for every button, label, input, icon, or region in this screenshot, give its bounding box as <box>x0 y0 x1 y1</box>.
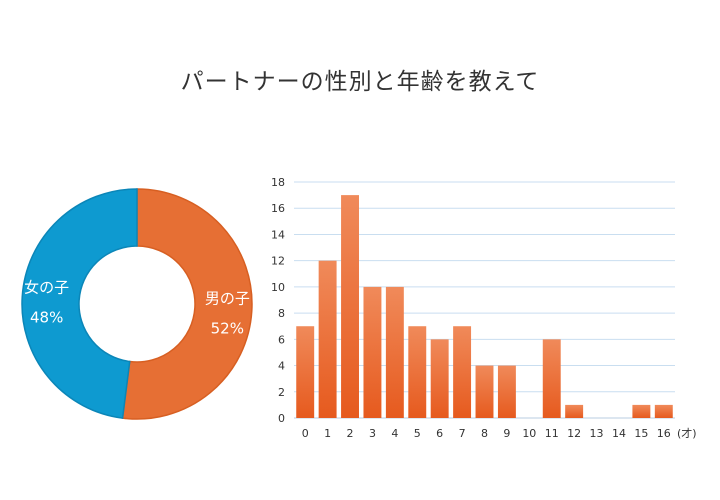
x-tick-label: 9 <box>503 427 510 440</box>
x-tick-label: 8 <box>481 427 488 440</box>
y-tick-label: 2 <box>278 386 285 399</box>
x-axis-unit-label: (才) <box>677 426 697 440</box>
y-tick-label: 4 <box>278 360 285 373</box>
x-tick-label: 5 <box>414 427 421 440</box>
bar-age-2 <box>341 195 359 418</box>
donut-slice-label: 男の子 <box>205 290 250 308</box>
x-tick-label: 3 <box>369 427 376 440</box>
y-tick-label: 6 <box>278 333 285 346</box>
y-tick-label: 12 <box>271 255 285 268</box>
donut-slice-label: 女の子 <box>24 278 69 296</box>
bar-age-11 <box>542 339 561 418</box>
y-tick-label: 18 <box>271 176 285 189</box>
bar-age-6 <box>430 339 449 418</box>
y-tick-label: 0 <box>278 412 285 425</box>
bar-age-8 <box>475 365 494 418</box>
bar-age-1 <box>318 260 337 418</box>
y-tick-label: 10 <box>271 281 285 294</box>
bar-age-12 <box>565 404 584 418</box>
y-tick-label: 8 <box>278 307 285 320</box>
x-tick-label: 6 <box>436 427 443 440</box>
x-tick-label: 15 <box>634 427 648 440</box>
bar-age-7 <box>453 326 472 418</box>
x-tick-label: 12 <box>567 427 581 440</box>
x-tick-label: 4 <box>391 427 398 440</box>
bar-age-0 <box>296 326 315 418</box>
donut-slice-female <box>21 188 138 419</box>
donut-chart: 男の子 52% 女の子 48% <box>21 188 253 420</box>
bar-age-5 <box>408 326 427 418</box>
page-title: パートナーの性別と年齢を教えて <box>180 69 540 95</box>
x-tick-label: 10 <box>522 427 536 440</box>
x-tick-label: 7 <box>459 427 466 440</box>
bar-age-3 <box>363 286 382 418</box>
x-tick-label: 2 <box>347 427 354 440</box>
y-tick-label: 14 <box>271 228 285 241</box>
x-tick-label: 11 <box>545 427 559 440</box>
donut-slice-percent: 48% <box>30 308 63 326</box>
bar-age-16 <box>654 404 673 418</box>
bar-age-15 <box>632 404 651 418</box>
x-tick-label: 14 <box>612 427 626 440</box>
donut-slice-percent: 52% <box>211 320 244 338</box>
bar-age-9 <box>497 365 516 418</box>
x-tick-label: 1 <box>324 427 331 440</box>
donut-slice-male <box>121 188 253 420</box>
x-tick-label: 16 <box>657 427 671 440</box>
y-tick-label: 16 <box>271 202 285 215</box>
bar-age-4 <box>385 286 404 418</box>
x-tick-label: 0 <box>302 427 309 440</box>
x-tick-label: 13 <box>590 427 604 440</box>
